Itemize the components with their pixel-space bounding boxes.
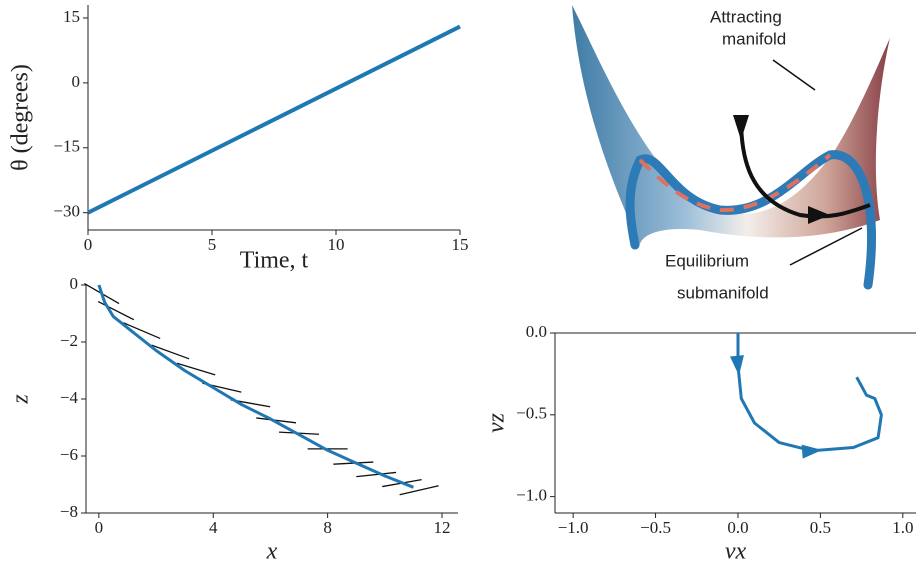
y-tick-label: −0.5 (516, 404, 547, 423)
y-tick-label: −4 (60, 388, 79, 407)
x-tick-label: 5 (208, 235, 217, 254)
y-tick-label: 0 (72, 72, 81, 91)
x-tick-label: 15 (452, 235, 469, 254)
y-tick-label: 0.0 (526, 322, 547, 341)
direction-arrow (730, 355, 744, 376)
x-axis-label: Time, t (240, 248, 309, 274)
x-tick-label: 1.0 (892, 518, 913, 537)
x-tick-label: 0.5 (810, 518, 831, 537)
manifold-illustration: Attracting manifold Equilibrium submanif… (572, 5, 890, 302)
annotation: manifold (722, 29, 786, 48)
annotation: submanifold (677, 283, 769, 302)
series-line (87, 24, 461, 215)
trajectory-arrow (739, 117, 871, 219)
orientation-marker (151, 344, 190, 360)
x-tick-label: −1.0 (558, 518, 589, 537)
annotation: Attracting (710, 7, 782, 26)
y-tick-label: −6 (60, 445, 78, 464)
x-tick-label: 12 (433, 518, 450, 537)
orientation-marker (399, 485, 439, 496)
orientation-marker (176, 362, 216, 376)
x-tick-label: 0 (95, 518, 104, 537)
y-tick-label: 15 (63, 7, 80, 26)
orientation-marker (123, 322, 161, 340)
x-tick-label: 4 (209, 518, 218, 537)
x-axis-label: x (266, 539, 278, 565)
surface (572, 5, 890, 245)
y-axis-label: z (8, 394, 34, 405)
y-axis-label: θ (degrees) (8, 64, 34, 171)
y-tick-label: 0 (70, 274, 79, 293)
arrowheads (733, 115, 830, 224)
direction-arrow (801, 444, 823, 459)
x-tick-label: −0.5 (640, 518, 671, 537)
equilibrium-unstable (638, 153, 832, 213)
annotation: Equilibrium (665, 251, 749, 270)
y-tick-label: −15 (53, 137, 80, 156)
pointer (789, 227, 863, 266)
series-line (97, 284, 414, 489)
y-tick-label: −8 (60, 502, 78, 521)
y-tick-label: −30 (53, 202, 80, 221)
y-axis-label: vz (484, 412, 510, 433)
pointer (772, 59, 816, 91)
x-axis-label: vx (725, 539, 747, 565)
x-tick-label: 0 (84, 235, 93, 254)
y-tick-label: −2 (60, 331, 78, 350)
orientation-marker (356, 471, 397, 478)
x-tick-label: 10 (328, 235, 345, 254)
series-line (736, 333, 883, 453)
y-tick-label: −1.0 (516, 486, 547, 505)
x-tick-label: 0.0 (727, 518, 748, 537)
x-tick-label: 8 (323, 518, 332, 537)
orientation-marker (97, 300, 135, 321)
